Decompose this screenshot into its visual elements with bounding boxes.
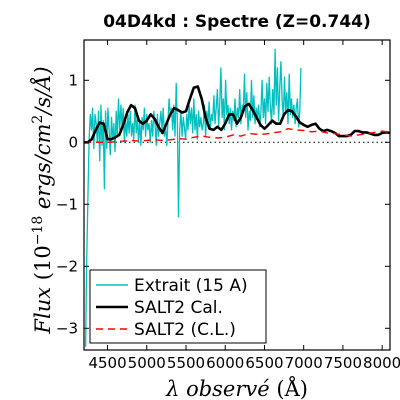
x-tick-label: 4500 [88, 354, 126, 372]
legend-label: SALT2 Cal. [134, 298, 223, 318]
legend-label: Extrait (15 A) [134, 276, 248, 296]
x-tick-label: 6000 [206, 354, 244, 372]
legend-label: SALT2 (C.L.) [134, 320, 236, 340]
y-axis-flux: Flux [31, 287, 55, 335]
x-axis-unit: (Å) [276, 376, 308, 400]
y-tick-label: −2 [56, 257, 78, 275]
y-axis-two: 2 [30, 115, 46, 124]
x-tick-label: 6500 [245, 354, 283, 372]
x-axis-lambda: λ [165, 377, 179, 400]
y-axis-ten: 10 [31, 245, 55, 272]
plot-area [84, 48, 390, 347]
axis-ticks: 4500 5000 5500 6000 6500 7000 7500 8000 1 0 −1 −2 −3 [56, 40, 400, 372]
y-axis-units: ergs/cm [31, 124, 55, 209]
chart-title: 04D4kd : Spectre (Z=0.744) [103, 12, 371, 32]
y-axis-tail: /s/Å) [30, 66, 55, 116]
y-tick-label: −3 [56, 319, 78, 337]
x-tick-label: 7000 [285, 354, 323, 372]
y-axis-label: Flux (10−18 ergs/cm2/s/Å) [23, 66, 55, 334]
plot-frame [83, 39, 391, 351]
x-tick-label: 5000 [128, 354, 166, 372]
x-axis-label: λ observé (Å) [165, 376, 308, 400]
x-axis-word: observé [186, 377, 270, 400]
x-tick-label: 8000 [363, 354, 400, 372]
series-salt2-cal-line [84, 85, 390, 144]
x-tick-label: 5500 [167, 354, 205, 372]
y-axis-open: ( [31, 272, 55, 280]
y-tick-label: 0 [68, 133, 78, 151]
y-tick-label: 1 [68, 71, 78, 89]
x-tick-label: 7500 [324, 354, 362, 372]
legend: Extrait (15 A)SALT2 Cal.SALT2 (C.L.) [89, 269, 267, 344]
series-salt2-cl-line [84, 127, 390, 143]
y-tick-label: −1 [56, 195, 78, 213]
y-axis-exp: −18 [30, 216, 46, 246]
series-extrait-line [84, 48, 302, 347]
